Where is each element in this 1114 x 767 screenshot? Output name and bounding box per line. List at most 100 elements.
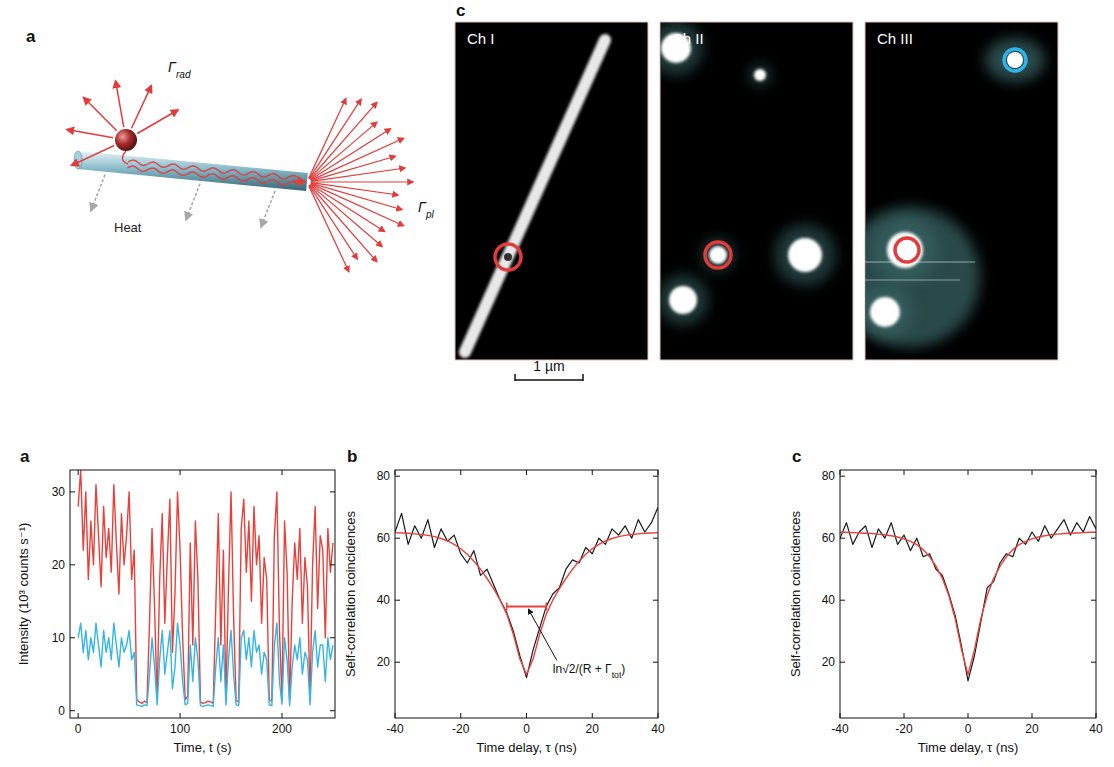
plasmon-emission-ray bbox=[311, 181, 413, 182]
x-tick-label: -20 bbox=[895, 722, 913, 736]
plasmon-emission-ray bbox=[310, 102, 377, 179]
haze bbox=[873, 218, 938, 283]
label-sub: rad bbox=[176, 69, 191, 80]
plasmon-emission-ray bbox=[311, 156, 395, 181]
image-panels: cCh ICh IICh III1 µm bbox=[455, 1, 1058, 381]
x-tick-top bbox=[1096, 470, 1097, 475]
y-tick bbox=[395, 662, 400, 663]
y-tick bbox=[70, 637, 75, 638]
plot-marks bbox=[395, 507, 658, 678]
x-axis-title: Time delay, τ (ns) bbox=[476, 740, 577, 755]
x-tick-label: 0 bbox=[523, 722, 530, 736]
nanowire-rod bbox=[78, 160, 307, 182]
x-tick-top bbox=[904, 470, 905, 475]
y-tick-right bbox=[330, 710, 335, 711]
label-main: ln√2/(R + Γ bbox=[553, 662, 612, 676]
y-tick bbox=[395, 476, 400, 477]
y-tick-label: 60 bbox=[377, 531, 391, 545]
label: 1 µm bbox=[533, 358, 564, 374]
haze bbox=[774, 224, 835, 285]
x-tick-label: -40 bbox=[831, 722, 849, 736]
y-tick bbox=[840, 476, 845, 477]
label: Heat bbox=[114, 220, 142, 235]
emitter-spot bbox=[754, 69, 766, 81]
dot bbox=[504, 253, 512, 261]
heat-arrow bbox=[91, 175, 105, 211]
figure: aΓradΓplHeatcCh ICh IICh III1 µm01002000… bbox=[0, 0, 1114, 767]
haze bbox=[865, 285, 912, 339]
haze bbox=[660, 22, 703, 75]
heat-arrow bbox=[261, 191, 275, 227]
label: Γrad bbox=[168, 59, 191, 80]
x-tick bbox=[840, 713, 841, 718]
image-panel bbox=[660, 22, 853, 360]
plasmon-wave bbox=[128, 160, 301, 180]
x-tick-label: 200 bbox=[272, 722, 292, 736]
plasmon-emission-ray bbox=[311, 138, 404, 180]
x-tick-top bbox=[460, 470, 461, 475]
plot-marks bbox=[840, 517, 1096, 681]
panel-letter: b bbox=[347, 447, 357, 466]
haze bbox=[660, 275, 708, 325]
y-tick-right bbox=[1091, 538, 1096, 539]
x-tick-label: 20 bbox=[1025, 722, 1039, 736]
plasmon-emission-ray bbox=[309, 99, 361, 179]
label: Ch I bbox=[467, 30, 495, 47]
y-tick bbox=[840, 600, 845, 601]
haze bbox=[865, 207, 980, 347]
y-tick-label: 20 bbox=[52, 558, 66, 572]
haze bbox=[985, 38, 1045, 82]
y-tick-right bbox=[653, 476, 658, 477]
emission-ray bbox=[72, 145, 115, 165]
y-tick-right bbox=[1091, 476, 1096, 477]
y-tick-label: 40 bbox=[822, 593, 836, 607]
x-tick-label: 0 bbox=[965, 722, 972, 736]
image-content bbox=[465, 40, 605, 352]
nanowire-image bbox=[465, 40, 605, 352]
x-tick-top bbox=[1032, 470, 1033, 475]
y-tick-label: 80 bbox=[377, 469, 391, 483]
plasmon-emission-ray bbox=[309, 186, 349, 272]
plasmon-emission-ray bbox=[310, 184, 384, 231]
plasmon-emission-ray bbox=[311, 168, 405, 181]
image-content bbox=[865, 38, 1045, 347]
emitter-spot bbox=[709, 246, 727, 264]
x-axis-title: Time delay, τ (ns) bbox=[918, 740, 1019, 755]
y-tick-label: 40 bbox=[377, 593, 391, 607]
series-line bbox=[840, 532, 1096, 674]
label: a bbox=[26, 27, 36, 46]
y-tick-right bbox=[330, 491, 335, 492]
x-tick bbox=[904, 713, 905, 718]
x-tick-top bbox=[592, 470, 593, 475]
plasmon-emission-ray bbox=[310, 185, 382, 247]
scale-bar-end bbox=[582, 374, 584, 381]
y-tick bbox=[70, 491, 75, 492]
x-tick bbox=[968, 713, 969, 718]
emitter-spot bbox=[788, 238, 822, 272]
x-tick-top bbox=[658, 470, 659, 475]
marker-ring bbox=[705, 242, 731, 268]
x-tick-label: 40 bbox=[651, 722, 665, 736]
y-tick-label: 80 bbox=[822, 469, 836, 483]
series-line bbox=[840, 517, 1096, 681]
x-tick bbox=[1096, 713, 1097, 718]
y-tick-label: 20 bbox=[377, 655, 391, 669]
width-bar-end bbox=[545, 602, 547, 610]
diagram: aΓradΓplHeat bbox=[26, 27, 435, 272]
y-tick-right bbox=[330, 564, 335, 565]
emitter-spot bbox=[870, 297, 900, 327]
y-tick-right bbox=[653, 600, 658, 601]
y-tick bbox=[840, 662, 845, 663]
x-tick bbox=[282, 713, 283, 718]
x-tick bbox=[1032, 713, 1033, 718]
y-axis-title: Self-correlation coincidences bbox=[343, 510, 358, 677]
y-tick-label: 20 bbox=[822, 655, 836, 669]
y-axis-title: Self-correlation coincidences bbox=[788, 510, 803, 677]
label: Ch II bbox=[672, 30, 704, 47]
x-tick-label: 0 bbox=[75, 722, 82, 736]
series-line bbox=[395, 533, 658, 675]
emission-ray bbox=[84, 98, 117, 131]
y-tick bbox=[70, 564, 75, 565]
x-tick-label: -20 bbox=[452, 722, 470, 736]
annotation-arrow bbox=[529, 609, 557, 660]
